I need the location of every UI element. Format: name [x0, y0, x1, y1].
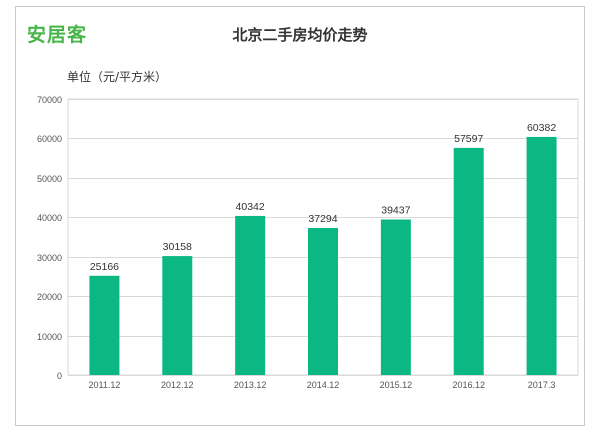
y-tick-label: 70000 [37, 95, 62, 105]
data-label: 40342 [236, 201, 265, 213]
bar [526, 136, 557, 375]
bar [453, 147, 484, 375]
bar [162, 256, 193, 375]
x-tick-label: 2017.3 [528, 380, 556, 390]
bar [89, 275, 120, 375]
anjuke-logo: 安居客 [27, 24, 88, 46]
chart-title: 北京二手房均价走势 [232, 26, 368, 44]
data-label: 39437 [381, 205, 410, 217]
x-tick-label: 2015.12 [380, 380, 413, 390]
y-tick-label: 40000 [37, 213, 62, 223]
y-tick-label: 60000 [37, 134, 62, 144]
bar [380, 219, 411, 375]
bar [235, 215, 266, 375]
data-label: 25166 [90, 261, 119, 273]
data-label: 37294 [308, 213, 337, 225]
y-tick-label: 0 [57, 371, 62, 381]
y-tick-label: 30000 [37, 253, 62, 263]
unit-label: 单位（元/平方米） [67, 70, 168, 84]
data-label: 57597 [454, 133, 483, 145]
y-tick-label: 50000 [37, 174, 62, 184]
x-tick-label: 2013.12 [234, 380, 267, 390]
data-label: 30158 [163, 241, 192, 253]
bar [308, 227, 338, 375]
x-tick-label: 2014.12 [307, 380, 340, 390]
x-tick-label: 2012.12 [161, 380, 194, 390]
x-tick-label: 2011.12 [88, 380, 120, 390]
x-tick-label: 2016.12 [452, 380, 485, 390]
data-label: 60382 [527, 122, 556, 134]
y-tick-label: 10000 [37, 332, 62, 342]
y-tick-label: 20000 [37, 292, 62, 302]
